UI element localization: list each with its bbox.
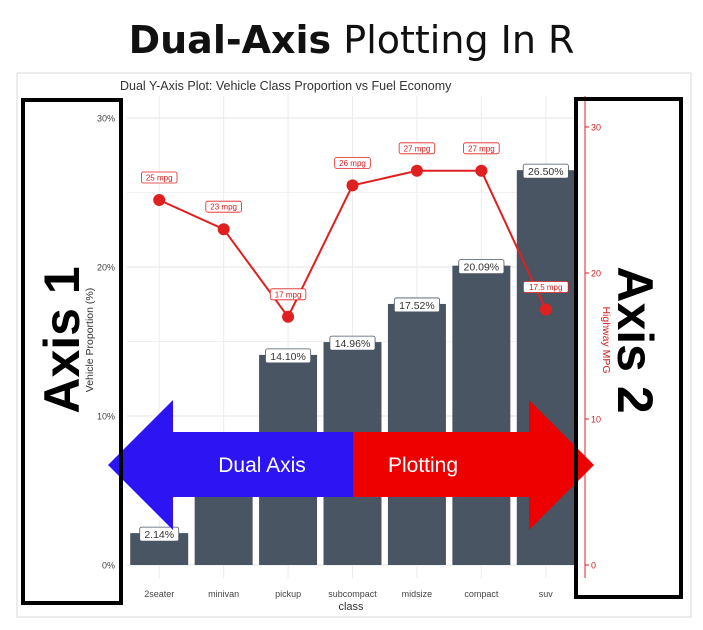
bar-label-box — [522, 163, 569, 179]
mpg-label: 25 mpg — [146, 174, 173, 183]
y-axis-label: Vehicle Proportion (%) — [84, 288, 96, 392]
y2-axis-label: Highway MPG — [600, 306, 612, 373]
bar — [452, 265, 511, 565]
bar-labels: 2.14% 14.10% 14.96% 17.52% 20.09% 26.50% — [139, 163, 569, 542]
x-tick-label: minivan — [208, 589, 239, 599]
bar-label-box — [458, 259, 505, 275]
x-tick-label: 2seater — [144, 589, 174, 599]
mpg-label: 23 mpg — [210, 203, 237, 212]
bar-label: 20.09% — [464, 262, 500, 274]
arrow-left-text: Dual Axis — [218, 454, 306, 477]
axis1-label: Axis 1 — [34, 266, 90, 413]
mpg-point — [217, 223, 230, 236]
arrow-right-red — [353, 400, 594, 530]
y-tick-label: 0% — [102, 561, 115, 571]
x-tick-label: midsize — [402, 589, 433, 599]
bar-label-box — [139, 526, 180, 542]
mpg-line-layer — [153, 164, 552, 323]
bar — [194, 494, 253, 565]
mpg-point — [153, 194, 166, 206]
x-axis: 2seater minivan pickup subcompact midsize com… — [144, 589, 553, 599]
bar-label-box — [329, 335, 376, 351]
x-tick-label: subcompact — [328, 589, 377, 599]
x-axis-label: class — [338, 601, 364, 613]
arrow-left-blue — [108, 400, 353, 530]
mpg-label-box — [205, 200, 242, 213]
mpg-label-box — [398, 142, 436, 155]
mpg-point — [346, 179, 359, 192]
y2-tick-label: 10 — [591, 415, 601, 425]
axis1-box — [21, 98, 123, 605]
mpg-point — [539, 303, 552, 316]
y2-tick-label: 0 — [591, 561, 596, 571]
bar-label: 2.14% — [144, 529, 174, 541]
chart-title: Dual Y-Axis Plot: Vehicle Class Proporti… — [120, 79, 452, 93]
bar-label: 14.10% — [270, 351, 306, 363]
y2-tick-label: 30 — [591, 123, 601, 133]
mpg-label: 17.5 mpg — [529, 283, 562, 292]
y-tick-label: 20% — [97, 263, 115, 273]
bar-label-box — [393, 297, 440, 313]
x-tick-label: pickup — [275, 589, 301, 599]
mpg-point — [410, 164, 423, 177]
bar-label: 17.52% — [399, 300, 435, 312]
mpg-label-box — [334, 156, 371, 169]
mpg-label: 27 mpg — [468, 144, 495, 153]
y-tick-label: 10% — [97, 412, 115, 422]
mpg-label-box — [141, 171, 178, 184]
headline-bold: Dual-Axis — [128, 18, 332, 62]
page-headline: Dual-Axis Plotting In R — [0, 18, 703, 62]
mpg-label-box — [522, 281, 569, 293]
bar-label-box — [265, 348, 312, 364]
axis2-box — [574, 97, 683, 599]
axis2-label: Axis 2 — [607, 266, 663, 413]
left-axis: 0% 10% 20% 30% — [97, 114, 115, 571]
mpg-label: 17 mpg — [275, 290, 302, 299]
mpg-label-box — [269, 288, 307, 301]
mpg-label: 26 mpg — [339, 159, 366, 168]
headline-rest: Plotting In R — [343, 18, 575, 62]
y-tick-label: 30% — [97, 114, 115, 124]
x-tick-label: suv — [539, 589, 554, 599]
x-tick-label: compact — [464, 589, 499, 599]
arrow-right-text: Plotting — [388, 454, 458, 477]
mpg-labels: 25 mpg 23 mpg 17 mpg 26 mpg 27 mpg 27 mpg 17.5… — [141, 142, 569, 301]
bar-label: 26.50% — [528, 166, 564, 178]
mpg-label: 27 mpg — [404, 144, 431, 153]
mpg-point — [475, 164, 488, 177]
y2-tick-label: 20 — [591, 269, 601, 279]
right-axis: 0 10 20 30 — [584, 96, 601, 578]
mpg-point — [282, 310, 295, 323]
bar-label: 14.96% — [335, 338, 371, 350]
mpg-label-box — [463, 142, 500, 155]
